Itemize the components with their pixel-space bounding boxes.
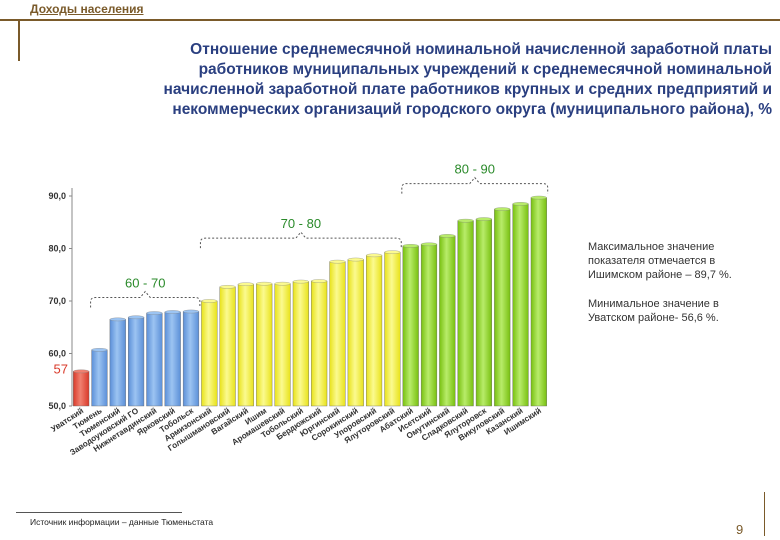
- page-number: 9: [736, 522, 744, 537]
- bar: [73, 371, 90, 407]
- bar-cap: [201, 299, 218, 303]
- bar-cap: [73, 369, 90, 374]
- source-note: Источник информации – данные Тюменьстата: [30, 517, 214, 527]
- bar: [366, 255, 383, 407]
- bar: [311, 280, 328, 407]
- bar-cap: [402, 244, 419, 248]
- bar-cap: [237, 282, 254, 286]
- range-bracket: [401, 176, 549, 194]
- bar: [91, 349, 108, 407]
- bar-cap: [457, 218, 474, 223]
- bar-cap: [366, 253, 383, 258]
- bar: [347, 259, 364, 407]
- bar: [256, 283, 273, 407]
- y-tick-label: 70,0: [48, 296, 66, 306]
- bar: [402, 245, 419, 407]
- bar-cap: [219, 285, 236, 289]
- note-min: Минимальное значение в Уватском районе- …: [588, 298, 719, 324]
- bar: [512, 203, 529, 407]
- bar-cap: [311, 279, 328, 283]
- y-tick-label: 90,0: [48, 191, 66, 201]
- bar: [420, 244, 438, 407]
- bar: [164, 311, 181, 407]
- bar-cap: [475, 217, 492, 221]
- bar-cap: [91, 348, 108, 352]
- bar-cap: [146, 311, 163, 315]
- bar: [439, 235, 456, 407]
- range-bracket: [199, 231, 402, 249]
- bar: [128, 317, 145, 407]
- footer-line: [16, 512, 182, 513]
- bar-cap: [128, 315, 145, 320]
- decor-right-line: [764, 492, 765, 536]
- bar-cap: [164, 310, 181, 314]
- decor-vertical-line: [18, 19, 20, 61]
- bar-cap: [512, 202, 529, 206]
- bar-cap: [347, 257, 364, 262]
- bar-cap: [329, 259, 346, 264]
- bar: [292, 281, 309, 407]
- header-bar: [0, 0, 780, 21]
- bar: [237, 284, 254, 407]
- bar: [182, 311, 200, 407]
- section-label: Доходы населения: [30, 2, 144, 16]
- bar-cap: [292, 279, 309, 284]
- bar-cap: [274, 281, 291, 286]
- bar-cap: [494, 207, 511, 211]
- bar-cap: [256, 281, 273, 286]
- bar-cap: [182, 309, 200, 314]
- bar: [494, 208, 511, 407]
- note-max: Максимальное значение показателя отмечае…: [588, 241, 732, 281]
- bar-cap: [384, 250, 401, 254]
- bar: [475, 218, 492, 407]
- range-label: 60 - 70: [125, 276, 165, 291]
- chart-title: Отношение среднемесячной номинальной нач…: [163, 41, 773, 118]
- bar: [219, 286, 236, 407]
- y-tick-label: 80,0: [48, 244, 66, 254]
- bar: [274, 283, 291, 407]
- range-label: 70 - 80: [281, 216, 321, 231]
- bar: [109, 319, 126, 407]
- range-label: 80 - 90: [455, 162, 495, 177]
- bar: [457, 220, 474, 407]
- range-bracket: [90, 290, 201, 308]
- y-tick-label: 50,0: [48, 401, 66, 411]
- bar-cap: [109, 317, 126, 322]
- bar: [201, 300, 218, 407]
- bar: [384, 251, 401, 407]
- bar: [146, 312, 163, 407]
- bar-cap: [530, 195, 547, 200]
- bar: [329, 261, 346, 407]
- bar-cap: [420, 242, 438, 247]
- min-value-label: 57: [54, 361, 68, 376]
- y-tick-label: 60,0: [48, 349, 66, 359]
- bar-cap: [439, 234, 456, 238]
- bar: [530, 197, 547, 407]
